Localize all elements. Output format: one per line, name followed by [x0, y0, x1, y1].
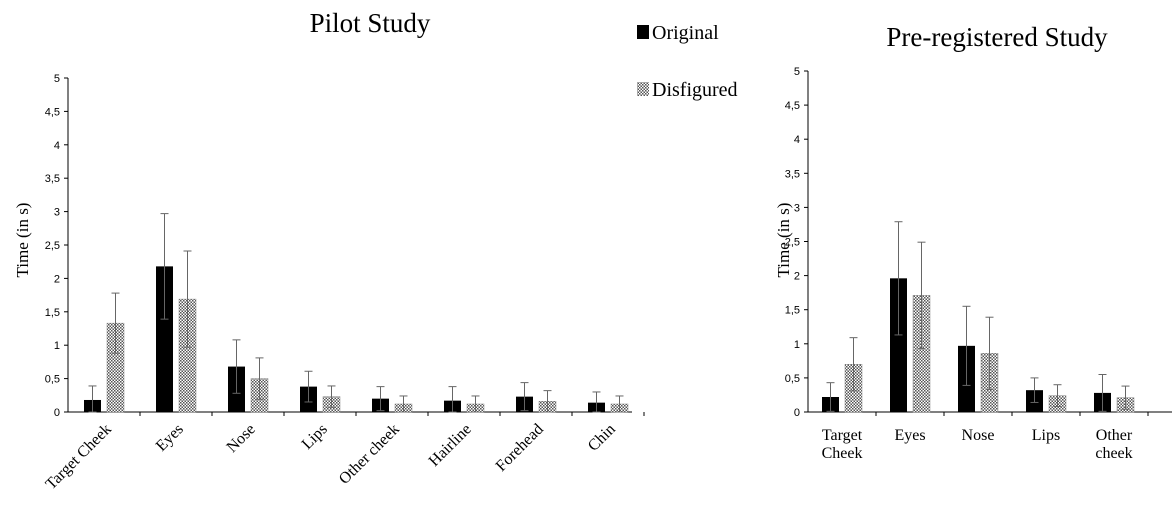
x-tick-label: Other cheek: [336, 421, 403, 488]
y-tick-label: 3: [54, 207, 60, 219]
y-tick-label: 1: [794, 339, 800, 351]
x-tick-label: Target Cheek: [822, 427, 863, 462]
y-tick-label: 4: [54, 140, 60, 152]
y-tick-label: 2,5: [45, 240, 60, 252]
y-tick-label: 4,5: [45, 106, 60, 118]
y-tick-label: 0,5: [785, 373, 800, 385]
legend-label-disfigured: Disfigured: [652, 79, 738, 101]
x-tick-label: Nose: [962, 427, 995, 444]
x-tick-label: Other cheek: [1095, 427, 1133, 462]
y-tick-label: 0: [794, 407, 800, 419]
y-tick-label: 3: [794, 202, 800, 214]
y-tick-label: 2: [54, 273, 60, 285]
y-tick-label: 1,5: [785, 305, 800, 317]
x-tick-label: Target Cheek: [43, 421, 115, 493]
pre-registered-study-chart: Pre-registered Study Time (in s) 0 0,5 1 1,5 2…: [774, 22, 1172, 462]
chart-title: Pre-registered Study: [886, 22, 1108, 52]
x-tick-label: Hairline: [426, 421, 475, 470]
pilot-study-chart: Pilot Study Time (in s) 0 0,5 1 1,5 2 2,5 3 3,5 4 4…: [13, 8, 645, 493]
x-tick-label: Chin: [585, 421, 619, 455]
legend-swatch-original: [637, 25, 649, 39]
legend: Original Disfigured: [637, 22, 738, 101]
y-tick-label: 2,5: [785, 237, 800, 249]
y-axis-label: Time (in s): [13, 203, 32, 278]
y-tick-label: 3,5: [45, 173, 60, 185]
y-tick-label: 0: [54, 407, 60, 419]
legend-swatch-disfigured: [637, 82, 649, 96]
y-tick-label: 4: [794, 134, 800, 146]
bar-original: [890, 278, 907, 412]
chart-title: Pilot Study: [310, 8, 431, 38]
legend-label-original: Original: [652, 22, 719, 44]
x-tick-label: Lips: [299, 421, 331, 453]
y-tick-label: 0,5: [45, 374, 60, 386]
y-axis-label: Time (in s): [774, 203, 793, 278]
y-tick-label: 5: [54, 73, 60, 85]
x-tick-label: Lips: [1032, 427, 1060, 444]
x-tick-label: Nose: [224, 421, 259, 456]
y-tick-label: 1,5: [45, 307, 60, 319]
x-tick-label: Eyes: [153, 421, 187, 455]
y-tick-label: 3,5: [785, 168, 800, 180]
y-tick-label: 5: [794, 66, 800, 78]
x-tick-label: Forehead: [493, 421, 547, 475]
bar-original: [156, 266, 173, 412]
y-tick-label: 2: [794, 271, 800, 283]
y-tick-label: 4,5: [785, 100, 800, 112]
y-tick-label: 1: [54, 340, 60, 352]
x-tick-label: Eyes: [894, 427, 925, 444]
